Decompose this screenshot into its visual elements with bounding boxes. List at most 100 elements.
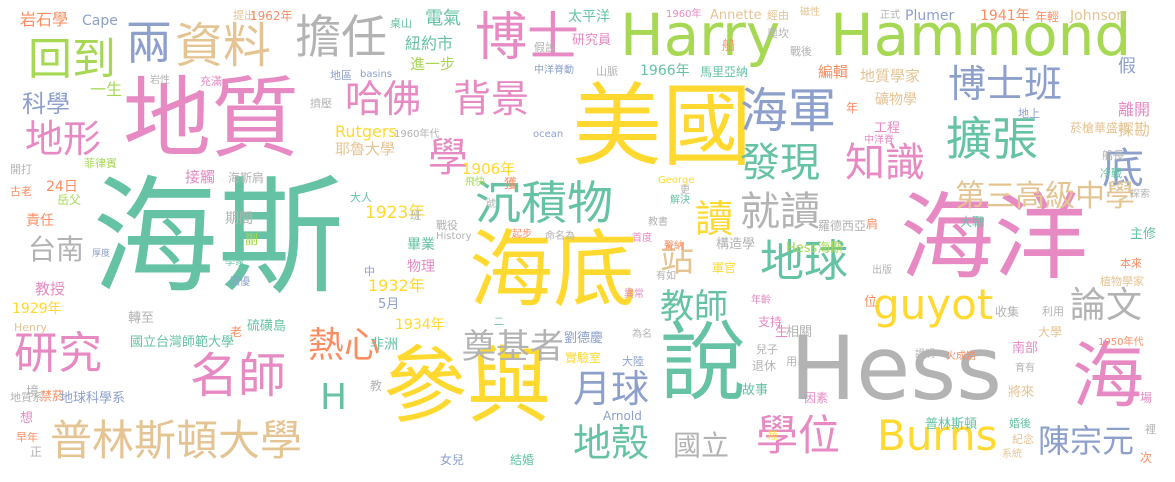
cloud-word: 禁菸 [40,389,65,403]
cloud-word: 肩 [866,217,879,231]
cloud-word: 假 [1118,56,1136,77]
cloud-word: 海 [1072,334,1145,418]
cloud-word: 大學 [1038,325,1063,339]
cloud-word: 博士 [475,8,580,68]
cloud-word: 非洲 [370,337,398,353]
cloud-word: 海斯肩 [228,171,265,185]
cloud-word: 1934年 [395,317,445,333]
cloud-word: 海底 [469,221,638,319]
cloud-word: 讀 [695,197,734,241]
cloud-word: 提出 [233,9,255,22]
cloud-word: 資料 [175,18,272,74]
cloud-word: 大陸 [622,355,644,368]
cloud-word: 中 [364,265,375,278]
cloud-word: 華盛頓 [1094,121,1131,135]
cloud-word: 1929年 [12,301,62,317]
cloud-word: 正 [30,445,43,459]
cloud-word: Harry [620,1,781,69]
cloud-word: 境 [26,385,40,400]
cloud-word: 獲 [504,177,518,192]
cloud-word: 解決 [670,195,690,206]
cloud-word: 擠壓 [310,97,332,110]
cloud-word: 地球 [760,236,848,287]
cloud-word: Rutgers [335,122,397,141]
cloud-word: 羅德西亞 [818,219,867,233]
cloud-word: 冷戰 [1100,167,1122,180]
cloud-word: 台南 [28,233,85,266]
cloud-word: basins [360,69,393,80]
cloud-word: 地質系 [10,391,43,404]
cloud-word: 參與 [383,337,552,435]
cloud-word: 擴張 [946,112,1038,166]
cloud-word: 為名 [632,329,652,340]
cloud-word: 退休 [752,359,777,373]
cloud-word: 菸槍 [1070,121,1095,135]
cloud-word: 厚度 [92,249,111,259]
cloud-word: 因優 [230,277,250,288]
cloud-word: 說 [660,313,746,413]
cloud-word: 教授 [35,280,66,298]
cloud-word: Plumer [905,8,955,24]
cloud-word: 岳父 [57,193,82,207]
cloud-word: 紐約市 [405,34,454,53]
cloud-word: 岩石學 [20,10,69,29]
cloud-word: 副 [245,233,259,248]
cloud-word: 美國 [572,74,752,179]
cloud-word: ocean [533,129,564,140]
cloud-word: 裡 [1145,423,1156,436]
cloud-word: 論文 [1070,285,1143,326]
cloud-word: 哈佛 [345,77,422,121]
cloud-word: 海軍 [740,83,837,139]
cloud-word: Hammond [830,1,1132,69]
cloud-word: 離開 [1118,100,1151,119]
cloud-word: 1906年 [462,160,516,178]
cloud-word: 婚後 [1009,417,1031,430]
cloud-word: 起步 [512,229,532,240]
cloud-word: 更 [680,185,690,196]
cloud-word: 就讀 [740,189,820,235]
cloud-word: 戰役 [436,219,458,232]
cloud-word: Burns [877,411,998,460]
cloud-word: 船長 [1102,149,1124,162]
cloud-word: 年齡 [751,295,771,306]
cloud-word: guyot [873,280,994,329]
cloud-word: 戰後 [790,45,812,58]
cloud-word: 大戰 [960,215,985,229]
cloud-word: 生 [775,325,789,340]
cloud-word: 教 [370,379,383,393]
cloud-word: Arnold [603,409,642,423]
cloud-word: 地形 [25,117,102,161]
cloud-word: 將來 [1008,385,1035,400]
cloud-word: 植物學家 [1100,275,1144,288]
cloud-word: 經由 [767,9,789,22]
cloud-word: 因素 [804,391,829,405]
cloud-word: 想 [20,411,34,426]
cloud-word: 物理 [407,259,435,275]
cloud-word: 系統 [1002,449,1022,460]
cloud-word: 教師 [660,287,728,327]
cloud-word: 中洋脊 [864,135,894,146]
cloud-word: 進一步 [410,55,456,73]
cloud-word: 船 [722,39,736,54]
cloud-word: 女兒 [440,453,465,467]
cloud-word: 本來 [1120,257,1142,270]
cloud-word: 地殼 [573,421,650,465]
cloud-word: Hess海斯 [786,241,844,256]
cloud-word: 充滿 [200,75,222,88]
cloud-word: 聲納 [664,241,684,252]
cloud-word: 岩性 [150,75,170,86]
cloud-word: 地質學家 [860,67,921,85]
cloud-word: 國立台灣師範大學 [130,335,235,350]
cloud-word: 結婚 [510,453,535,467]
cloud-word: 利用 [1042,305,1064,318]
cloud-word: Annette [710,8,762,23]
cloud-word: 科學 [22,90,70,118]
cloud-word: Henry [14,321,48,334]
cloud-word: 有如 [656,271,676,282]
cloud-word: 電氣 [425,8,461,29]
cloud-word: 兒子 [756,343,778,356]
cloud-word: 相關 [786,325,813,340]
cloud-word: 飛快 [465,177,485,188]
cloud-word: 位 [864,295,878,310]
